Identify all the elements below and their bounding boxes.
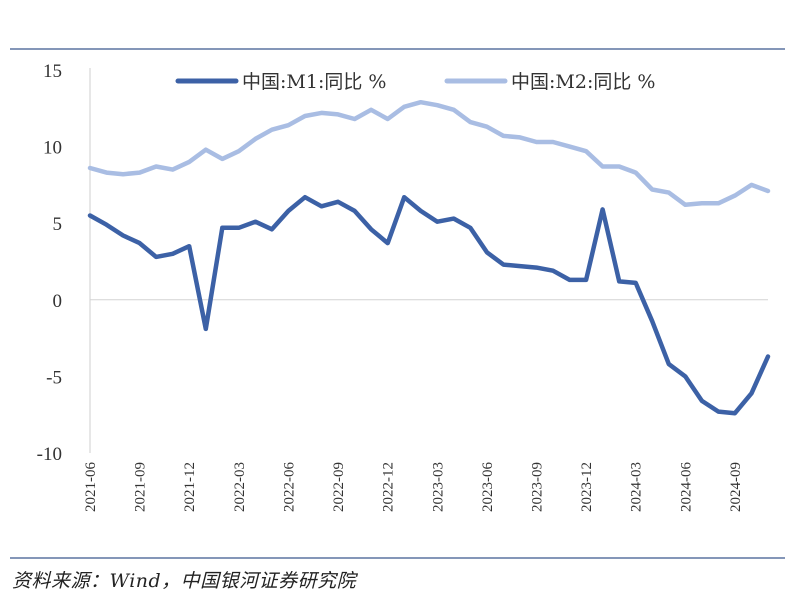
- source-note: 资料来源：Wind，中国银河证券研究院: [12, 570, 357, 592]
- x-tick-label: 2022-03: [232, 462, 248, 512]
- x-tick-label: 2021-09: [133, 462, 149, 512]
- y-tick-label: 10: [43, 138, 62, 159]
- x-tick-label: 2023-09: [529, 462, 545, 512]
- x-tick-label: 2021-12: [182, 462, 198, 512]
- bottom-rule: [10, 557, 785, 559]
- x-tick-label: 2024-09: [728, 462, 744, 512]
- x-tick-label: 2023-06: [480, 462, 496, 512]
- legend-label: 中国:M2:同比 %: [511, 71, 655, 93]
- line-chart: 15 10 5 0 -5 -10 2021-06 2021-09 2021-12 2022-03 2…: [37, 61, 771, 512]
- y-tick-label: -5: [46, 367, 62, 388]
- x-tick-label: 2021-06: [83, 462, 99, 512]
- x-tick-label: 2022-09: [331, 462, 347, 512]
- y-tick-label: -10: [37, 444, 62, 465]
- x-tick-label: 2022-06: [281, 462, 297, 512]
- x-tick-label: 2024-06: [678, 462, 694, 512]
- series-line-m2: [87, 99, 771, 208]
- top-rule: [10, 48, 785, 50]
- x-tick-label: 2022-12: [381, 462, 397, 512]
- series-line-m1: [87, 194, 771, 416]
- y-tick-label: 0: [53, 291, 63, 312]
- x-tick-label: 2023-12: [579, 462, 595, 512]
- x-tick-label: 2023-03: [430, 462, 446, 512]
- legend-label: 中国:M1:同比 %: [242, 71, 386, 93]
- y-tick-label: 5: [53, 214, 63, 235]
- x-tick-label: 2024-03: [629, 462, 645, 512]
- y-tick-label: 15: [43, 61, 62, 82]
